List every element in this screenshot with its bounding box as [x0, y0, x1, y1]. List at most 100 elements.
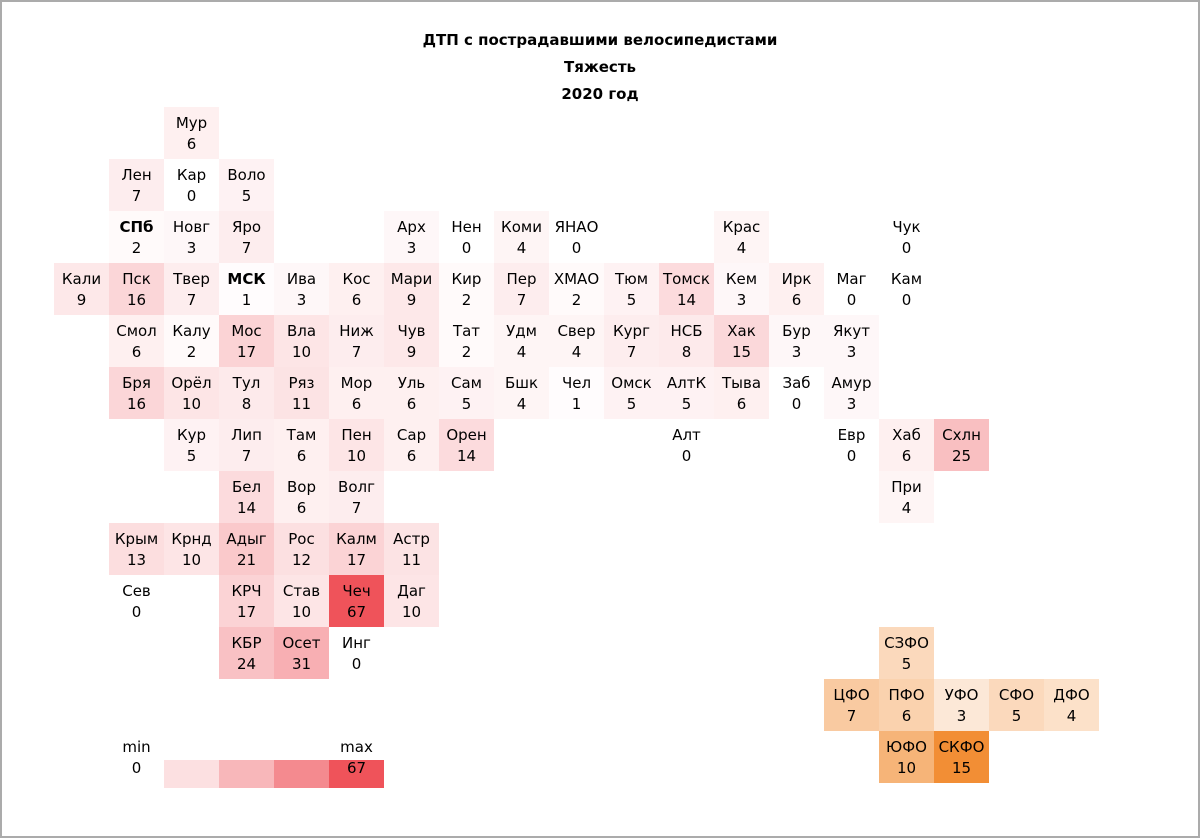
region-tile: Лип 7 — [219, 419, 274, 471]
region-tile: КРЧ 17 — [219, 575, 274, 627]
region-tile: Алт 0 — [659, 419, 714, 471]
tile-value: 7 — [241, 447, 252, 465]
tile-label: Вор — [287, 478, 316, 496]
tile-value: 9 — [406, 343, 417, 361]
tile-label: Якут — [832, 322, 871, 340]
tile-label: Схлн — [942, 426, 981, 444]
region-tile: Астр 11 — [384, 523, 439, 575]
tile-label: Пер — [506, 270, 537, 288]
tile-value: 0 — [461, 239, 472, 257]
tile-value: 8 — [681, 343, 692, 361]
district-tile: ДФО 4 — [1044, 679, 1099, 731]
tile-value: 5 — [681, 395, 692, 413]
region-tile: Крнд 10 — [164, 523, 219, 575]
tile-value: 6 — [351, 395, 362, 413]
region-tile: Кур 5 — [164, 419, 219, 471]
tile-label: Мор — [340, 374, 373, 392]
region-tile: Инг 0 — [329, 627, 384, 679]
chart-year: 2020 год — [561, 85, 639, 103]
tile-label: Кир — [451, 270, 482, 288]
region-tile: Кар 0 — [164, 159, 219, 211]
region-tile: Тул 8 — [219, 367, 274, 419]
region-tile: Кем 3 — [714, 263, 769, 315]
tile-label: Вла — [286, 322, 317, 340]
tile-value: 10 — [291, 603, 312, 621]
tile-value: 0 — [846, 447, 857, 465]
tile-value: 6 — [186, 135, 197, 153]
tile-label: ЯНАО — [554, 218, 599, 236]
tile-value: 0 — [571, 239, 582, 257]
tile-value: 14 — [456, 447, 477, 465]
tile-value: 17 — [346, 551, 367, 569]
tile-label: Кур — [176, 426, 207, 444]
region-tile: Кос 6 — [329, 263, 384, 315]
tile-label: Яро — [231, 218, 262, 236]
tile-value: 0 — [186, 187, 197, 205]
tile-label: Тюм — [614, 270, 649, 288]
region-tile: Орёл 10 — [164, 367, 219, 419]
tile-value: 31 — [291, 655, 312, 673]
tile-label: Заб — [782, 374, 811, 392]
tile-label: КБР — [231, 634, 262, 652]
tile-label: Лип — [231, 426, 262, 444]
tile-label: Тыва — [721, 374, 762, 392]
tile-value: 5 — [626, 395, 637, 413]
region-tile: Мари 9 — [384, 263, 439, 315]
tile-label: НСБ — [670, 322, 703, 340]
legend-min-label: min — [122, 738, 151, 756]
tile-label: Сев — [122, 582, 151, 600]
tile-value: 11 — [401, 551, 422, 569]
tile-label: Твер — [173, 270, 210, 288]
tile-value: 25 — [951, 447, 972, 465]
tile-label: Бшк — [504, 374, 539, 392]
region-tile: Чеч 67 — [329, 575, 384, 627]
tile-label: УФО — [944, 686, 979, 704]
tile-value: 6 — [901, 447, 912, 465]
legend-swatch-2 — [219, 760, 274, 788]
tile-value: 7 — [241, 239, 252, 257]
region-tile: Мос 17 — [219, 315, 274, 367]
tile-label: ПФО — [888, 686, 925, 704]
region-tile: Арх 3 — [384, 211, 439, 263]
tile-label: Адыг — [226, 530, 267, 548]
region-tile: Смол 6 — [109, 315, 164, 367]
tile-value: 10 — [181, 395, 202, 413]
region-tile: Орен 14 — [439, 419, 494, 471]
tile-value: 12 — [291, 551, 312, 569]
region-tile: СПб 2 — [109, 211, 164, 263]
region-tile: Чел 1 — [549, 367, 604, 419]
district-tile: ПФО 6 — [879, 679, 934, 731]
tile-label: Уль — [397, 374, 426, 392]
legend-swatch-4 — [329, 760, 384, 788]
tile-value: 2 — [186, 343, 197, 361]
region-tile: Схлн 25 — [934, 419, 989, 471]
tile-value: 14 — [676, 291, 697, 309]
region-tile: Пер 7 — [494, 263, 549, 315]
tile-value: 6 — [406, 447, 417, 465]
tile-value: 6 — [351, 291, 362, 309]
tile-value: 3 — [846, 343, 857, 361]
tile-label: СПб — [119, 218, 154, 236]
tile-value: 6 — [406, 395, 417, 413]
tile-value: 21 — [236, 551, 257, 569]
region-tile: Мур 6 — [164, 107, 219, 159]
region-tile: Сев 0 — [109, 575, 164, 627]
region-tile: Калу 2 — [164, 315, 219, 367]
region-tile: Чув 9 — [384, 315, 439, 367]
tile-value: 9 — [406, 291, 417, 309]
region-tile: Омск 5 — [604, 367, 659, 419]
tile-label: Мари — [390, 270, 433, 288]
tile-label: ДФО — [1053, 686, 1090, 704]
chart-subtitle: Тяжесть — [563, 58, 637, 76]
region-tile: Томск 14 — [659, 263, 714, 315]
tile-value: 10 — [291, 343, 312, 361]
region-tile: Уль 6 — [384, 367, 439, 419]
region-tile: Тыва 6 — [714, 367, 769, 419]
region-tile: Ряз 11 — [274, 367, 329, 419]
tile-label: Кар — [176, 166, 207, 184]
tile-label: СФО — [998, 686, 1035, 704]
tile-label: Бур — [782, 322, 811, 340]
region-tile: Хак 15 — [714, 315, 769, 367]
tile-value: 0 — [901, 291, 912, 309]
tile-label: СЗФО — [884, 634, 929, 652]
